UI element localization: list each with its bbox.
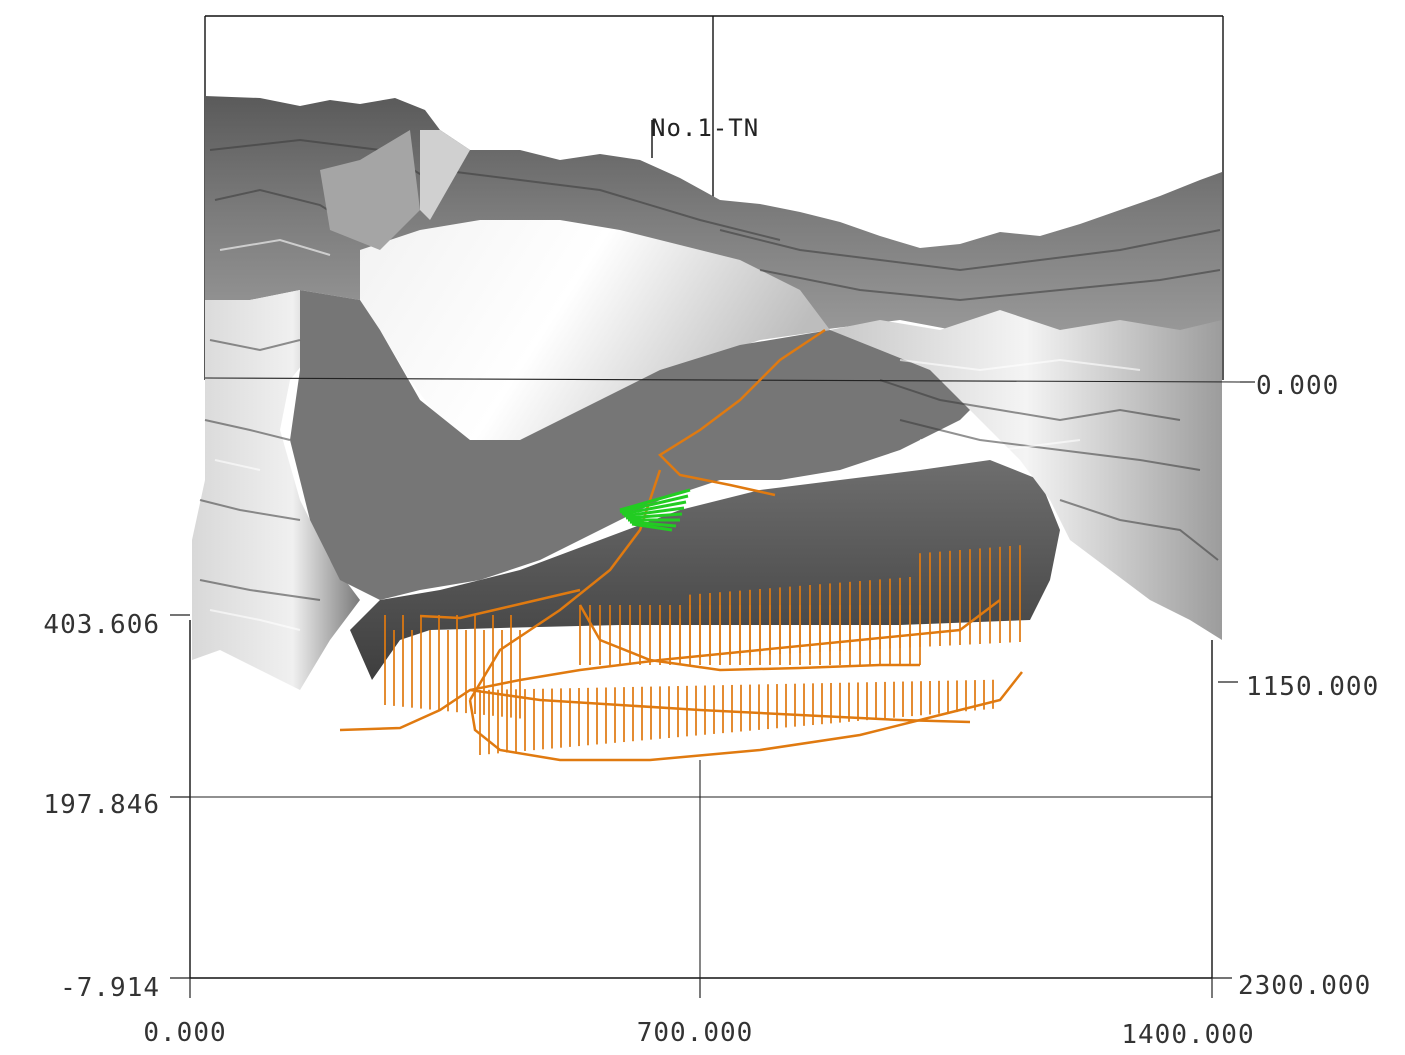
bounding-box	[189, 15, 1224, 979]
bottom-tick-label: 1400.000	[1121, 1020, 1254, 1050]
left-tick-label: 197.846	[43, 790, 160, 820]
tunnel-label: No.1-TN	[651, 114, 759, 142]
left-axis-labels: 403.606 197.846 -7.914	[43, 610, 160, 1003]
right-tick-label: 1150.000	[1246, 672, 1379, 702]
terrain-surface	[192, 96, 1222, 690]
right-tick-label: 2300.000	[1238, 971, 1371, 1001]
left-tick-label: -7.914	[60, 973, 160, 1003]
bottom-tick-label: 0.000	[143, 1018, 226, 1048]
right-tick-label: 0.000	[1256, 371, 1339, 401]
bottom-axis-labels: 0.000 700.000 1400.000	[143, 1018, 1254, 1050]
green-fan-feature	[619, 488, 691, 532]
right-axis-labels: 0.000 1150.000 2300.000	[1238, 371, 1379, 1001]
tick-marks	[170, 381, 1255, 998]
tunnel-label-group: No.1-TN	[651, 114, 759, 158]
drill-line-group	[384, 545, 1021, 755]
left-tick-label: 403.606	[43, 610, 160, 640]
reference-line-0	[204, 377, 1241, 383]
bottom-tick-label: 700.000	[637, 1018, 754, 1048]
